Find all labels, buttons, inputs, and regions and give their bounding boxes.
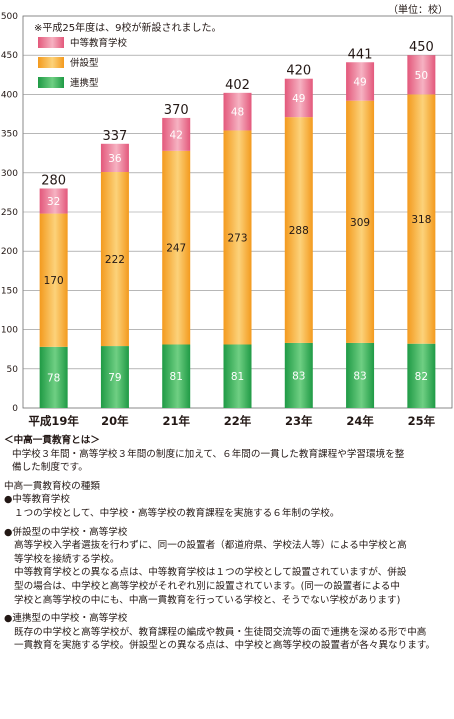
total-label: 402	[225, 78, 250, 93]
data-label: 170	[44, 275, 64, 287]
data-label: 42	[170, 129, 183, 141]
type-2-text: 型の場合は、中学校と高等学校がそれぞれ別に設置されています。(同一の設置者による…	[14, 580, 400, 592]
total-label: 420	[286, 64, 311, 79]
legend-label: 併設型	[70, 57, 99, 69]
bar-segment	[100, 143, 129, 173]
notes-heading: ＜中高一貫教育とは＞	[4, 435, 100, 446]
bars: 78 170 32 280 79 222 36 337 81 247 42 370 81 273 48 402…	[39, 40, 436, 408]
data-label: 83	[292, 370, 305, 382]
bar-segment	[284, 342, 313, 408]
data-label: 247	[166, 243, 186, 255]
bar-segment	[223, 130, 252, 345]
notes-intro-line: 中学校３年間・高等学校３年間の制度に加えて、６年間の一貫した教育課程や学習環境を…	[12, 448, 405, 460]
x-tick-label: 20年	[101, 414, 129, 428]
y-tick-label: 450	[1, 51, 18, 61]
total-label: 280	[41, 173, 66, 188]
x-tick-label: 21年	[162, 414, 190, 428]
bar-segment	[162, 117, 191, 151]
data-label: 49	[353, 76, 366, 88]
x-tick-label: 平成19年	[28, 414, 79, 428]
bar-segment	[100, 172, 129, 347]
chart-note: ※平成25年度は、9校が新設されました。	[34, 21, 221, 34]
type-1-text: １つの学校として、中学校・高等学校の教育課程を実施する６年制の学校。	[14, 507, 340, 519]
unit-label: （単位：校）	[388, 5, 448, 16]
legend-swatch	[38, 37, 64, 48]
y-tick-label: 150	[1, 286, 18, 296]
bar-segment	[100, 346, 129, 408]
types-title: 中高一貫教育校の種類	[4, 480, 100, 492]
data-label: 318	[411, 214, 431, 226]
type-3-text: 既存の中学校と高等学校が、教育課程の編成や教員・生徒間交流等の面で連携を深める形…	[14, 626, 427, 638]
type-2-text: 中等教育学校との異なる点は、中等教育学校は１つの学校として設置されていますが、併…	[14, 567, 407, 579]
bar-segment	[39, 188, 68, 214]
bar-segment	[223, 344, 252, 408]
y-tick-label: 500	[1, 12, 18, 22]
total-label: 337	[103, 129, 128, 144]
data-label: 81	[170, 371, 183, 383]
legend-label: 中等教育学校	[70, 37, 128, 49]
y-tick-label: 250	[1, 208, 18, 218]
bar-segment	[407, 94, 436, 344]
data-label: 222	[105, 254, 125, 266]
type-2-text: 高等学校入学者選抜を行わずに、同一の設置者（都道府県、学校法人等）による中学校と…	[14, 540, 407, 552]
stacked-bar-chart: 0 50 100 150 200 250 300 350 400 450 500 78 170 32 28…	[1, 12, 453, 428]
bar-segment	[346, 100, 375, 343]
x-tick-label: 24年	[346, 414, 374, 428]
bar-segment	[223, 92, 252, 131]
type-2-text: 等学校を接続する学校。	[14, 553, 120, 565]
y-tick-label: 350	[1, 130, 18, 140]
bar-segment	[162, 150, 191, 345]
type-1-title: ●中等教育学校	[4, 494, 70, 506]
notes-intro-line: 備した制度です。	[12, 462, 88, 474]
legend-swatch	[38, 77, 64, 88]
y-tick-label: 200	[1, 247, 18, 257]
y-tick-label: 0	[12, 404, 18, 414]
bar-segment	[407, 55, 436, 95]
data-label: 83	[353, 370, 366, 382]
bar-segment	[284, 78, 313, 118]
legend-label: 連携型	[70, 77, 99, 89]
x-tick-label: 22年	[224, 414, 252, 428]
bar-segment	[39, 346, 68, 408]
data-label: 48	[231, 107, 244, 119]
notes-section: ＜中高一貫教育とは＞ 中学校３年間・高等学校３年間の制度に加えて、６年間の一貫し…	[4, 434, 450, 653]
total-label: 450	[409, 40, 434, 55]
y-tick-label: 100	[1, 326, 18, 336]
data-label: 309	[350, 217, 370, 229]
type-2-text: 学校と高等学校の中にも、中高一貫教育を行っている学校と、そうでない学校があります…	[14, 594, 401, 606]
data-label: 82	[415, 371, 428, 383]
x-axis: 平成19年 20年 21年 22年 23年 24年 25年	[28, 414, 435, 428]
data-label: 288	[289, 225, 309, 237]
bar-segment	[162, 344, 191, 408]
bar-segment	[284, 117, 313, 343]
data-label: 79	[108, 372, 121, 384]
x-tick-label: 23年	[285, 414, 313, 428]
bar-segment	[346, 62, 375, 101]
data-label: 273	[227, 232, 247, 244]
data-label: 36	[108, 153, 122, 165]
data-label: 78	[47, 372, 60, 384]
type-3-text: 一貫教育を実施する学校。併設型との異なる点は、中学校と高等学校の設置者が各々異な…	[14, 640, 436, 652]
bar-segment	[346, 342, 375, 408]
total-label: 441	[348, 47, 373, 62]
y-tick-label: 300	[1, 169, 18, 179]
bar-segment	[39, 213, 68, 347]
type-2-title: ●併設型の中学校・高等学校	[4, 526, 128, 538]
legend-swatch	[38, 57, 64, 68]
y-tick-label: 50	[7, 365, 19, 375]
data-label: 50	[415, 70, 428, 82]
y-tick-label: 400	[1, 90, 18, 100]
x-tick-label: 25年	[408, 414, 436, 428]
y-axis: 0 50 100 150 200 250 300 350 400 450 500	[1, 12, 18, 414]
total-label: 370	[164, 103, 189, 118]
data-label: 81	[231, 371, 244, 383]
type-3-title: ●連携型の中学校・高等学校	[4, 613, 128, 625]
data-label: 32	[47, 196, 60, 208]
bar-segment	[407, 343, 436, 408]
data-label: 49	[292, 93, 305, 105]
